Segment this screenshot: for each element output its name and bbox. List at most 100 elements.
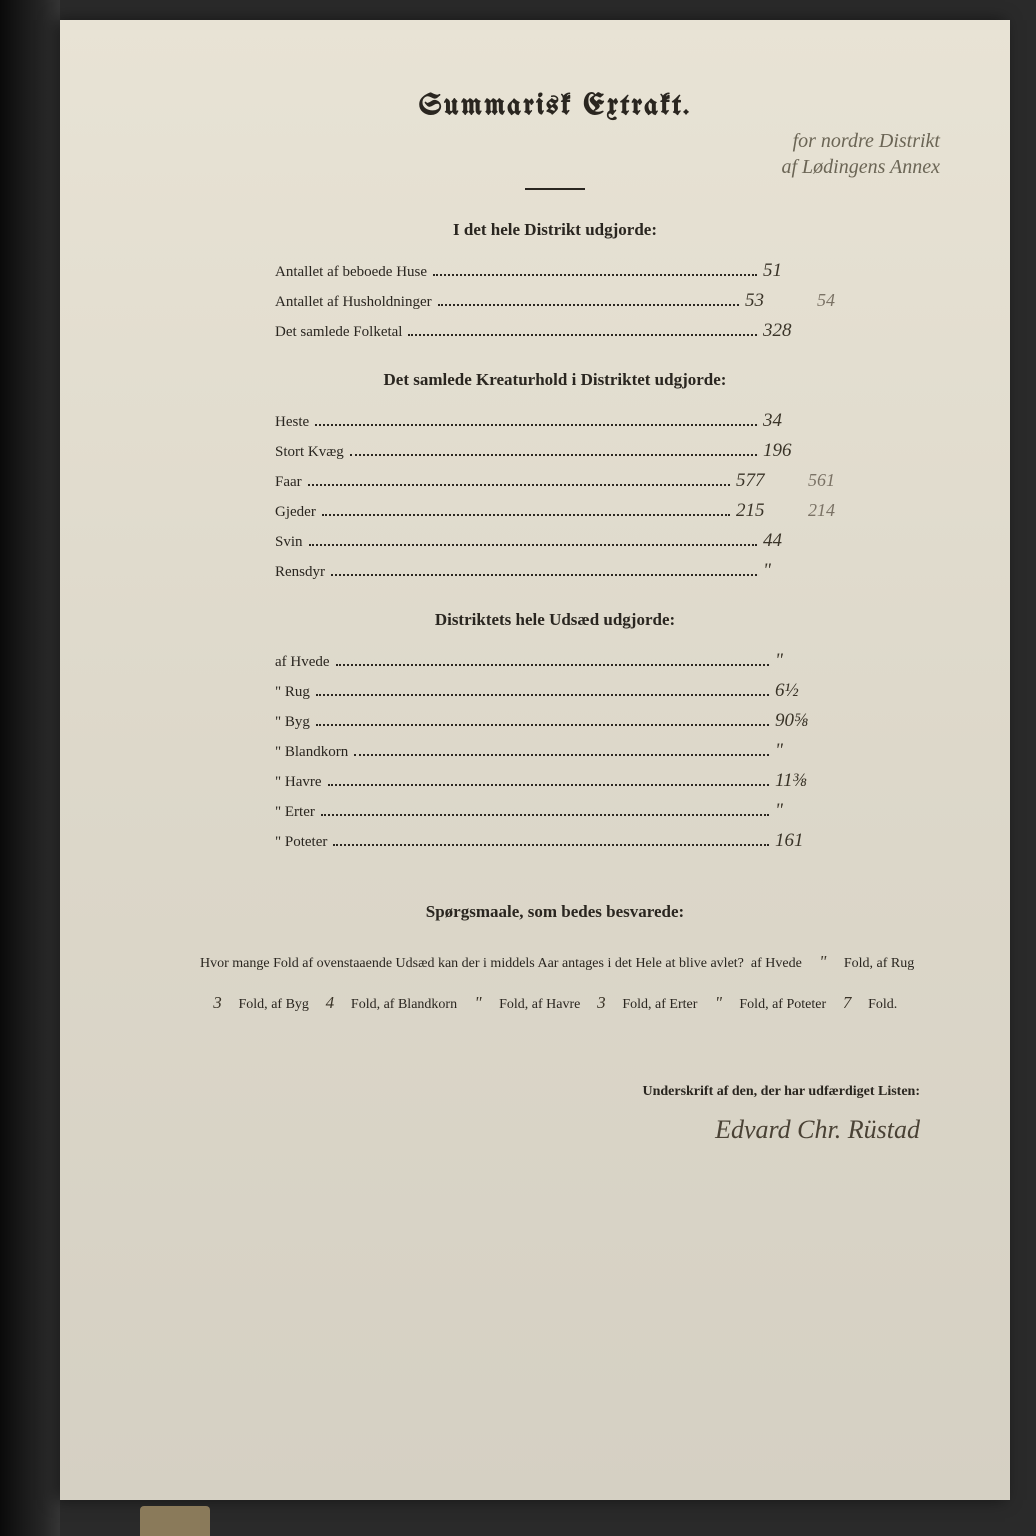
question-intro: Hvor mange Fold af ovenstaaende Udsæd ka… bbox=[200, 956, 744, 971]
q-part-label: af Blandkorn bbox=[384, 997, 457, 1012]
row-value: " bbox=[775, 650, 835, 672]
signature-section: Underskrift af den, der har udfærdiget L… bbox=[150, 1084, 920, 1145]
data-row: Gjeder 215 214 bbox=[275, 500, 835, 522]
section2-heading: Det samlede Kreaturhold i Distriktet udg… bbox=[150, 370, 960, 390]
q-part-value: 3 bbox=[584, 983, 619, 1024]
section3-block: af Hvede " " Rug 6½ " Byg 90⅝ " Blandkor… bbox=[275, 650, 835, 852]
row-value: 196 bbox=[763, 440, 823, 462]
leader-dots bbox=[350, 454, 757, 456]
data-row: " Erter " bbox=[275, 800, 835, 822]
q-part-suffix: Fold, bbox=[351, 997, 380, 1012]
data-row: Antallet af Husholdninger 53 54 bbox=[275, 290, 835, 312]
data-row: Stort Kvæg 196 bbox=[275, 440, 835, 462]
row-value: 51 bbox=[763, 260, 823, 282]
row-label: Svin bbox=[275, 534, 303, 551]
q-part-suffix: Fold. bbox=[868, 997, 897, 1012]
row-label: " Poteter bbox=[275, 834, 327, 851]
row-value: 34 bbox=[763, 410, 823, 432]
q-part-suffix: Fold, bbox=[622, 997, 651, 1012]
row-label: af Hvede bbox=[275, 654, 330, 671]
row-label: " Havre bbox=[275, 774, 322, 791]
row-value: 328 bbox=[763, 320, 823, 342]
q-part-suffix: Fold, bbox=[739, 997, 768, 1012]
page-tab bbox=[140, 1506, 210, 1536]
row-value: 90⅝ bbox=[775, 710, 835, 732]
section1-block: Antallet af beboede Huse 51 Antallet af … bbox=[275, 260, 835, 342]
leader-dots bbox=[331, 574, 757, 576]
q-part-value: " bbox=[805, 942, 840, 983]
data-row: " Blandkorn " bbox=[275, 740, 835, 762]
question-section: Spørgsmaale, som bedes besvarede: Hvor m… bbox=[150, 902, 960, 1024]
row-label: " Blandkorn bbox=[275, 744, 348, 761]
q-part-value: " bbox=[701, 983, 736, 1024]
row-value: " bbox=[775, 800, 835, 822]
title-handwritten-annotation: for nordre Distrikt af Lødingens Annex bbox=[150, 128, 940, 178]
data-row: " Poteter 161 bbox=[275, 830, 835, 852]
q-part-suffix: Fold, bbox=[499, 997, 528, 1012]
leader-dots bbox=[328, 784, 769, 786]
row-value: 6½ bbox=[775, 680, 835, 702]
q-part-suffix: Fold, bbox=[239, 997, 268, 1012]
leader-dots bbox=[309, 544, 757, 546]
data-row: Rensdyr " bbox=[275, 560, 835, 582]
q-part-label: af Havre bbox=[532, 997, 581, 1012]
data-row: " Byg 90⅝ bbox=[275, 710, 835, 732]
q-part-label: af Poteter bbox=[772, 997, 826, 1012]
q-part-label: af Erter bbox=[655, 997, 697, 1012]
row-note: 54 bbox=[817, 290, 835, 311]
leader-dots bbox=[322, 514, 730, 516]
row-label: Antallet af beboede Huse bbox=[275, 264, 427, 281]
data-row: Svin 44 bbox=[275, 530, 835, 552]
row-value: " bbox=[775, 740, 835, 762]
row-value: 11⅜ bbox=[775, 770, 835, 792]
title-divider bbox=[525, 188, 585, 190]
signature-name: Edvard Chr. Rüstad bbox=[150, 1115, 920, 1145]
book-spine bbox=[0, 0, 60, 1536]
row-value: 161 bbox=[775, 830, 835, 852]
data-row: Faar 577 561 bbox=[275, 470, 835, 492]
row-value: 44 bbox=[763, 530, 823, 552]
row-label: Stort Kvæg bbox=[275, 444, 344, 461]
row-note: 561 bbox=[808, 470, 835, 491]
signature-label: Underskrift af den, der har udfærdiget L… bbox=[150, 1084, 920, 1100]
row-label: Faar bbox=[275, 474, 302, 491]
document-page: Summarisk Extrakt. for nordre Distrikt a… bbox=[60, 20, 1010, 1500]
section3-heading: Distriktets hele Udsæd udgjorde: bbox=[150, 610, 960, 630]
leader-dots bbox=[316, 694, 769, 696]
q-part-label: af Rug bbox=[877, 956, 915, 971]
section2-block: Heste 34 Stort Kvæg 196 Faar 577 561 Gje… bbox=[275, 410, 835, 582]
row-label: " Erter bbox=[275, 804, 315, 821]
q-part-value: 7 bbox=[830, 983, 865, 1024]
row-value: " bbox=[763, 560, 823, 582]
q-part-value: " bbox=[461, 983, 496, 1024]
row-label: Antallet af Husholdninger bbox=[275, 294, 432, 311]
data-row: " Rug 6½ bbox=[275, 680, 835, 702]
leader-dots bbox=[321, 814, 769, 816]
leader-dots bbox=[308, 484, 730, 486]
question-heading: Spørgsmaale, som bedes besvarede: bbox=[150, 902, 960, 922]
row-label: Det samlede Folketal bbox=[275, 324, 402, 341]
section1-heading: I det hele Distrikt udgjorde: bbox=[150, 220, 960, 240]
data-row: Antallet af beboede Huse 51 bbox=[275, 260, 835, 282]
row-note: 214 bbox=[808, 500, 835, 521]
row-value: 215 bbox=[736, 500, 796, 522]
q-part-label: af Byg bbox=[271, 997, 309, 1012]
leader-dots bbox=[336, 664, 769, 666]
leader-dots bbox=[408, 334, 757, 336]
leader-dots bbox=[438, 304, 739, 306]
q-part-value: 3 bbox=[200, 983, 235, 1024]
question-body: Hvor mange Fold af ovenstaaende Udsæd ka… bbox=[200, 942, 930, 1024]
row-label: " Byg bbox=[275, 714, 310, 731]
row-label: Rensdyr bbox=[275, 564, 325, 581]
row-label: Heste bbox=[275, 414, 309, 431]
leader-dots bbox=[333, 844, 769, 846]
q-part-value: 4 bbox=[312, 983, 347, 1024]
q-part-label: af Hvede bbox=[751, 956, 802, 971]
data-row: Det samlede Folketal 328 bbox=[275, 320, 835, 342]
row-label: " Rug bbox=[275, 684, 310, 701]
leader-dots bbox=[316, 724, 769, 726]
leader-dots bbox=[354, 754, 769, 756]
row-label: Gjeder bbox=[275, 504, 316, 521]
q-part-suffix: Fold, bbox=[844, 956, 873, 971]
data-row: " Havre 11⅜ bbox=[275, 770, 835, 792]
